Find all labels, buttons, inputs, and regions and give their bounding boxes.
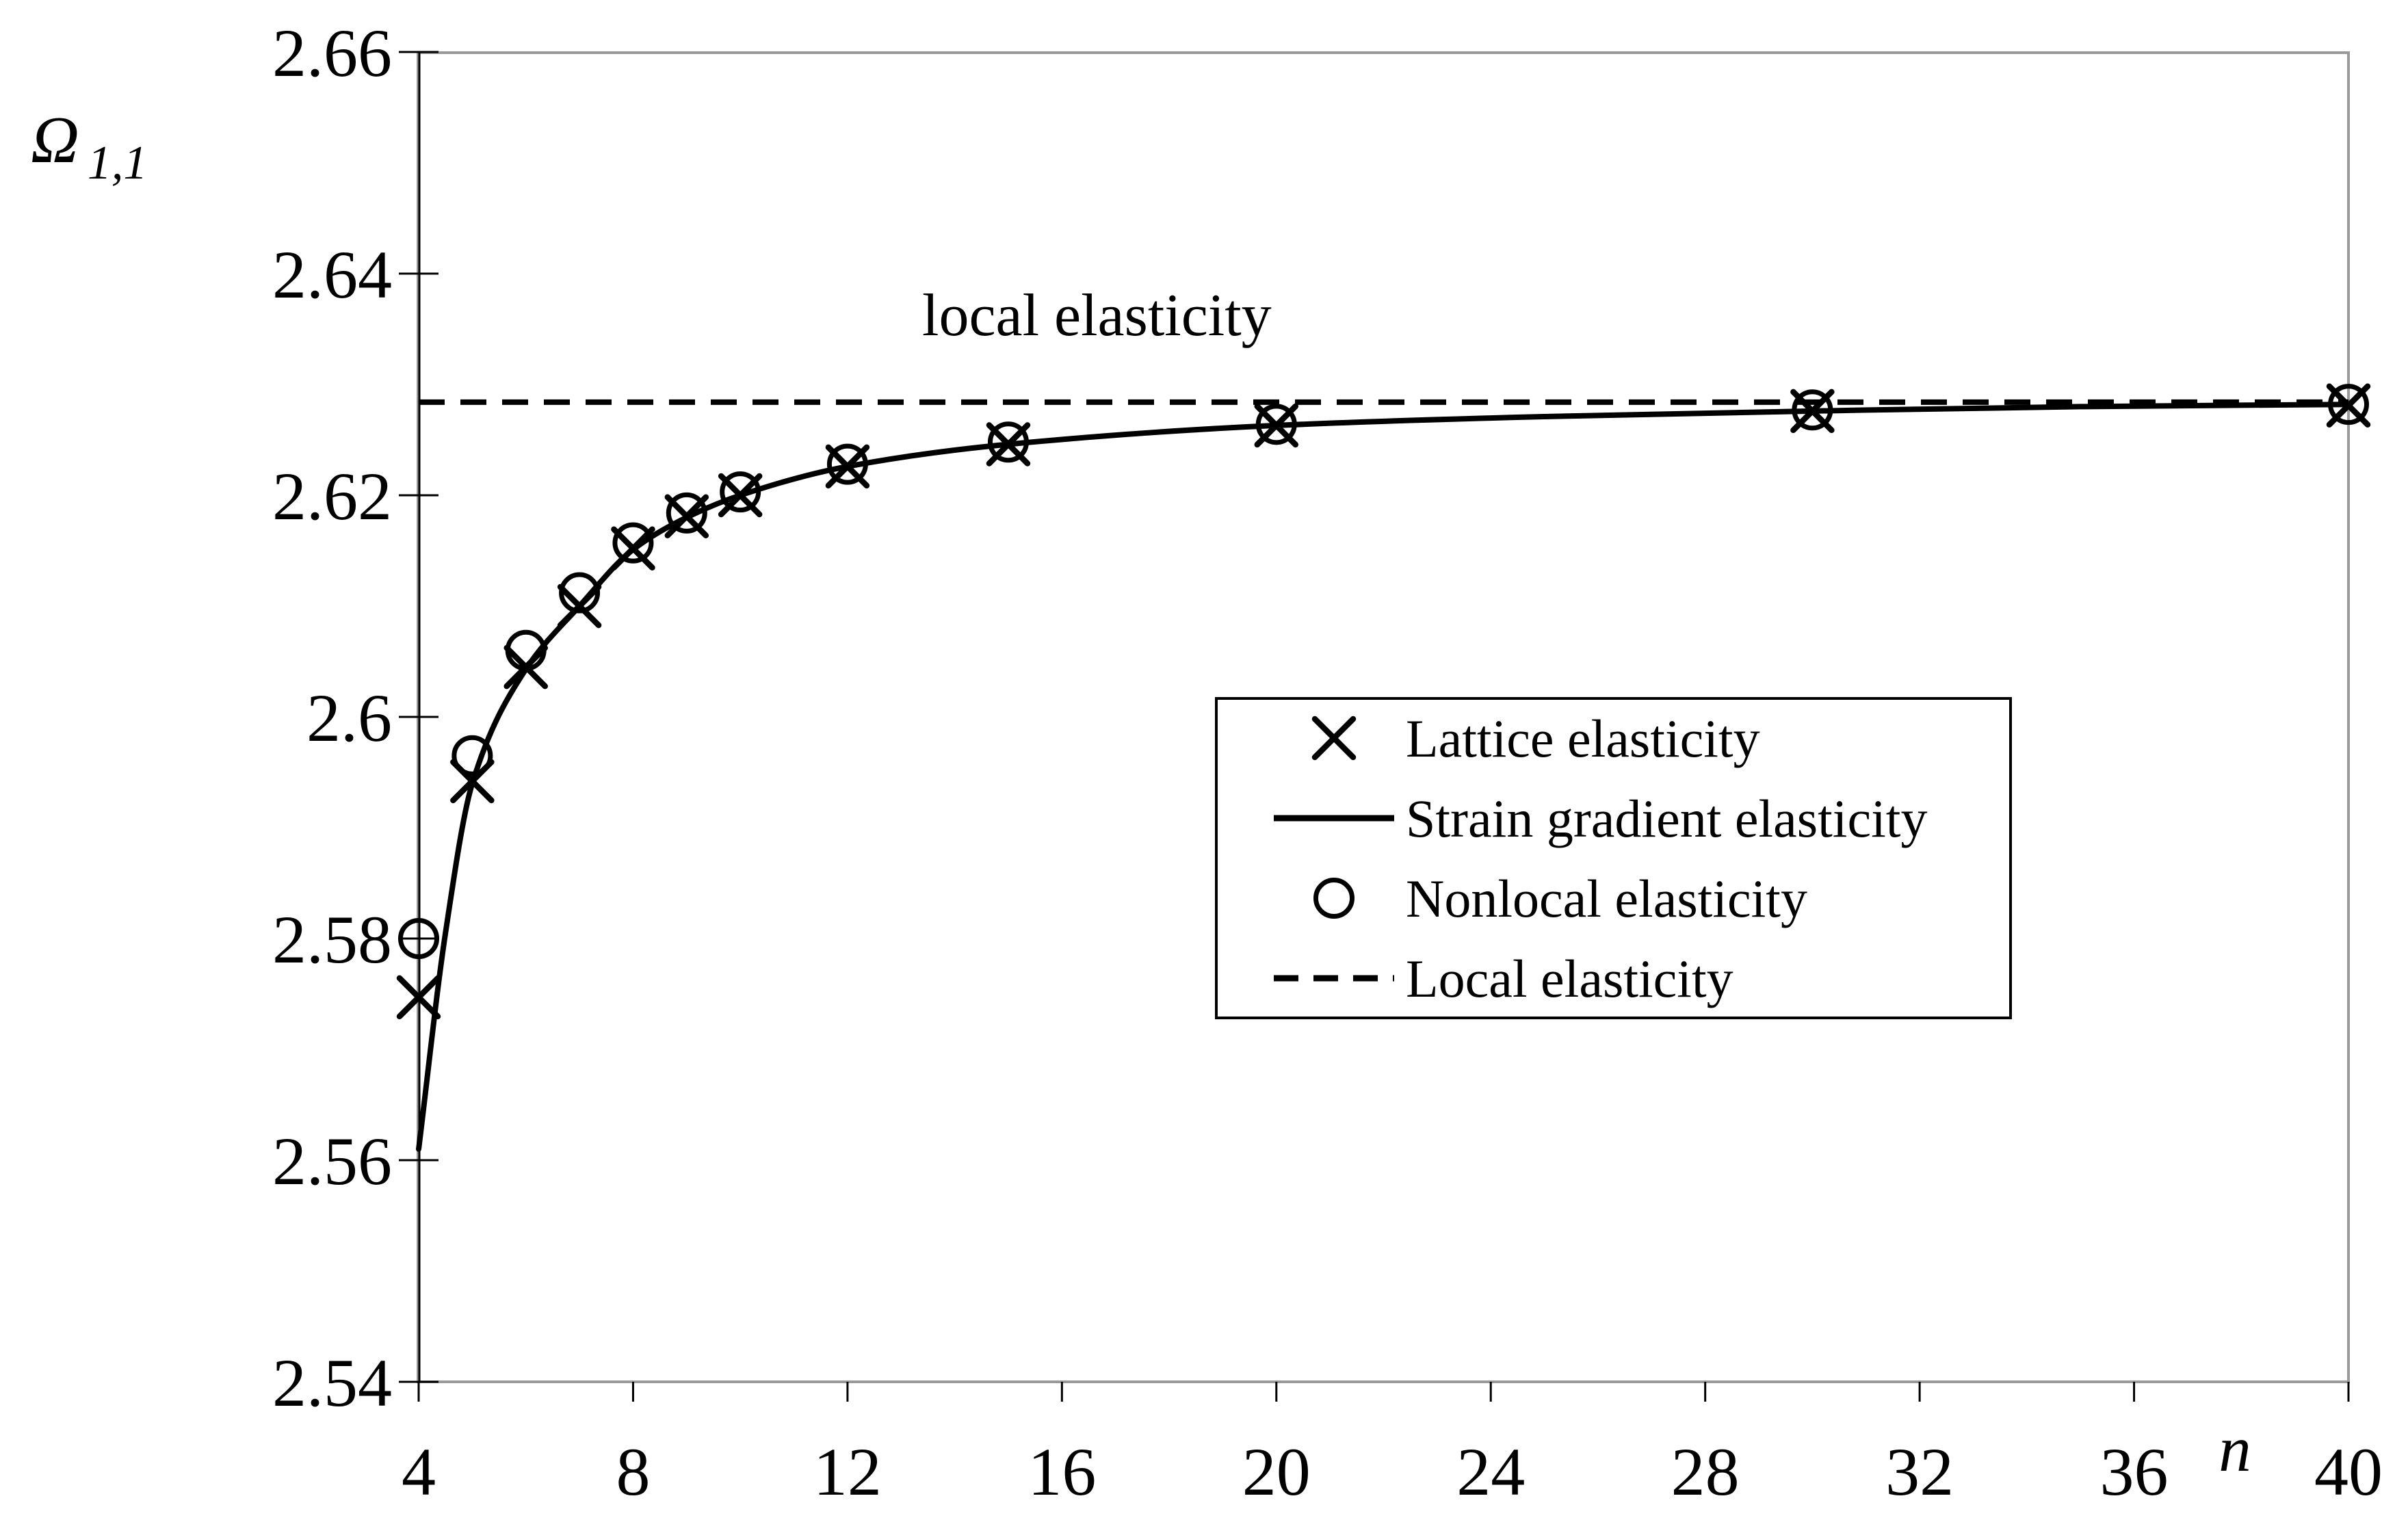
circle-marker <box>720 471 761 513</box>
x-tick-label: 4 <box>402 1434 436 1510</box>
x-tick-label: 8 <box>616 1434 650 1510</box>
x-tick-label: 20 <box>1242 1434 1311 1510</box>
y-axis-title-subscript: 1,1 <box>88 137 148 189</box>
x-tick-label: 12 <box>813 1434 882 1510</box>
y-tick-label: 2.58 <box>272 902 392 978</box>
legend-item-label: Lattice elasticity <box>1406 709 1760 768</box>
y-tick-label: 2.56 <box>272 1123 392 1199</box>
circle-marker <box>452 735 493 776</box>
circle-marker <box>666 492 707 534</box>
legend-item: Local elasticity <box>1274 949 1733 1008</box>
x-tick-label: 40 <box>2314 1434 2383 1510</box>
legend-item: Strain gradient elasticity <box>1274 789 1927 848</box>
circle-marker <box>559 572 601 614</box>
x-tick-label: 24 <box>1456 1434 1525 1510</box>
legend-item: Lattice elasticity <box>1311 709 1760 768</box>
y-axis-tick-labels: 2.66 2.64 2.62 2.6 2.58 2.56 2.54 <box>272 15 392 1421</box>
x-axis-tick-labels: 4 8 12 16 20 24 28 32 36 40 <box>402 1434 2383 1510</box>
strain-gradient-curve <box>416 402 2351 1152</box>
x-tick-label: 32 <box>1885 1434 1954 1510</box>
y-axis-title-symbol: Ω <box>31 103 79 177</box>
x-axis-title: n <box>2219 1413 2251 1485</box>
y-tick-label: 2.54 <box>272 1345 392 1421</box>
nonlocal-elasticity-points <box>398 384 2369 959</box>
legend-item: Nonlocal elasticity <box>1313 869 1807 928</box>
legend-item-label: Local elasticity <box>1406 949 1733 1008</box>
legend-x-marker-icon <box>1311 716 1357 761</box>
legend: Lattice elasticity Strain gradient elasti… <box>1215 697 2012 1019</box>
x-tick-label: 28 <box>1671 1434 1740 1510</box>
legend-rows: Lattice elasticity Strain gradient elasti… <box>1274 709 1927 1008</box>
x-axis-ticks <box>417 1382 2350 1402</box>
x-tick-label: 16 <box>1028 1434 1096 1510</box>
x-marker <box>396 975 441 1020</box>
circle-marker <box>398 918 439 959</box>
x-tick-label: 36 <box>2100 1434 2169 1510</box>
local-elasticity-annotation: local elasticity <box>922 283 1272 349</box>
y-axis-title: Ω 1,1 <box>31 103 147 189</box>
y-tick-label: 2.66 <box>272 15 392 91</box>
circle-marker <box>2328 384 2369 425</box>
legend-item-label: Strain gradient elasticity <box>1406 789 1927 848</box>
y-tick-label: 2.62 <box>272 458 392 534</box>
y-tick-label: 2.64 <box>272 237 392 313</box>
circle-marker <box>826 443 868 485</box>
circle-marker <box>1255 404 1297 445</box>
circle-marker <box>987 421 1029 463</box>
data-series-layer <box>396 383 2371 1152</box>
legend-circle-marker-icon <box>1313 878 1354 919</box>
circle-marker <box>505 629 547 671</box>
circle-marker <box>612 522 654 564</box>
y-tick-label: 2.6 <box>306 680 392 756</box>
legend-item-label: Nonlocal elasticity <box>1406 869 1807 928</box>
circle-marker <box>1792 389 1833 431</box>
